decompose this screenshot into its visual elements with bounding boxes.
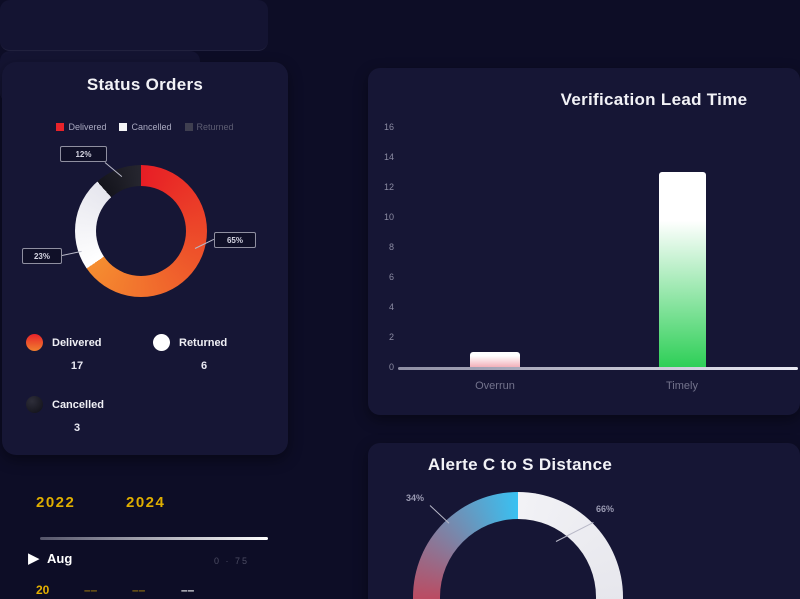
timeline-tick-label: 20 (36, 583, 50, 597)
y-tick-label: 16 (383, 122, 394, 132)
status-orders-card: Status Orders Delivered Cancelled Returned… (2, 62, 288, 455)
legend-swatch (56, 123, 65, 131)
legend-label: Cancelled (131, 122, 172, 132)
stat-label: Cancelled (52, 398, 104, 411)
stat-label: Delivered (52, 336, 102, 349)
y-tick-label: 0 (388, 362, 394, 372)
callout-connector (429, 505, 450, 524)
y-tick-label: 14 (383, 152, 394, 162)
stat-value: 6 (200, 360, 208, 372)
bar-timely[interactable] (659, 172, 706, 367)
callout-returned-pct: 23% (22, 248, 62, 264)
cancelled-swatch-circle (26, 396, 43, 413)
legend-label: Delivered (68, 122, 107, 132)
status-orders-title: Status Orders (86, 75, 204, 94)
callout-label: 12% (75, 149, 92, 159)
current-month-label: Aug (47, 551, 73, 566)
stat-cancelled: Cancelled 3 (26, 396, 153, 434)
x-label-overrun: Overrun (475, 380, 515, 392)
donut-hole (96, 186, 186, 276)
card-fragment-top-left (0, 0, 268, 51)
delivered-swatch-circle (26, 334, 43, 351)
callout-cancelled-pct: 12% (60, 146, 107, 162)
y-tick-label: 2 (388, 332, 394, 342)
stat-delivered: Delivered 17 (26, 334, 153, 372)
timeline-tick-label: –– (181, 583, 195, 597)
range-hint: 0 · 75 (214, 556, 250, 566)
timeline-tick-label: –– (132, 583, 146, 597)
legend-item-delivered[interactable]: Delivered (56, 122, 106, 132)
bar-overrun[interactable] (470, 352, 520, 367)
y-tick-label: 4 (388, 302, 394, 312)
callout-delivered-pct: 65% (214, 232, 256, 248)
status-orders-legend: Delivered Cancelled Returned (2, 122, 288, 132)
stat-label: Returned (179, 336, 228, 349)
status-orders-stats: Delivered 17 Returned 6 Cancelled 3 (26, 334, 280, 434)
x-axis-line (398, 367, 798, 370)
distance-donut-chart[interactable] (413, 492, 623, 599)
legend-item-returned[interactable]: Returned (184, 122, 234, 132)
distance-right-pct: 66% (596, 504, 615, 514)
stat-value: 17 (70, 360, 84, 372)
status-orders-donut-chart[interactable] (75, 165, 207, 297)
legend-swatch (119, 123, 128, 131)
stat-returned: Returned 6 (153, 334, 280, 372)
year-button-2024[interactable]: 2024 (126, 494, 166, 511)
x-label-timely: Timely (666, 380, 698, 392)
timeline-slider[interactable] (40, 537, 268, 540)
y-tick-label: 10 (383, 212, 394, 222)
callout-label: 23% (33, 251, 50, 261)
callout-label: 65% (226, 235, 243, 245)
y-tick-label: 12 (383, 182, 394, 192)
legend-label: Returned (196, 122, 234, 132)
stat-value: 3 (73, 422, 81, 434)
legend-item-cancelled[interactable]: Cancelled (119, 122, 172, 132)
y-tick-label: 8 (388, 242, 394, 252)
distance-left-pct: 34% (406, 493, 425, 503)
verification-lead-time-card: Verification Lead Time 16 14 12 10 8 6 4 2 0 Ove… (368, 68, 800, 415)
y-tick-label: 6 (388, 272, 394, 282)
distance-card: Alerte C to S Distance 34% 66% (368, 443, 800, 599)
legend-swatch (184, 123, 193, 131)
year-button-2022[interactable]: 2022 (36, 494, 76, 511)
distance-title: Alerte C to S Distance (427, 455, 613, 474)
returned-swatch-circle (153, 334, 170, 351)
play-icon[interactable]: ▶ (28, 550, 40, 567)
timeline-tick-label: –– (84, 583, 98, 597)
verification-title: Verification Lead Time (560, 90, 748, 109)
